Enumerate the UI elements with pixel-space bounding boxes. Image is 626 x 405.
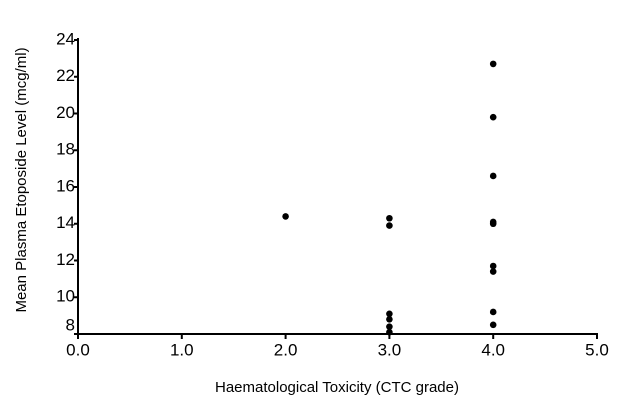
point — [386, 323, 393, 330]
x-tick-label: 2.0 — [274, 340, 298, 359]
point — [489, 268, 497, 275]
x-tick-label: 0.0 — [66, 340, 90, 359]
x-tick-label: 3.0 — [378, 340, 402, 359]
point — [489, 113, 497, 121]
x-tick-label: 4.0 — [481, 340, 505, 359]
y-tick-label: 16 — [56, 176, 75, 195]
point — [489, 308, 497, 316]
point — [386, 222, 393, 229]
y-tick-label: 20 — [56, 103, 75, 122]
point — [386, 316, 393, 323]
point — [489, 321, 497, 329]
point — [386, 214, 393, 222]
point — [489, 60, 497, 68]
y-tick-label: 22 — [56, 66, 75, 85]
y-tick-label: 14 — [56, 213, 75, 232]
y-tick-label: 8 — [66, 315, 75, 334]
point — [489, 262, 497, 270]
x-tick-label: 1.0 — [170, 340, 194, 359]
y-tick-label: 18 — [56, 140, 75, 159]
x-tick-label: 5.0 — [585, 340, 609, 359]
x-axis-label: Haematological Toxicity (CTC grade) — [215, 379, 459, 396]
y-tick-label: 10 — [56, 287, 75, 306]
point — [282, 213, 289, 220]
y-tick-label: 12 — [56, 250, 75, 269]
point — [489, 172, 497, 180]
point — [386, 310, 393, 318]
point — [386, 328, 393, 336]
point — [489, 220, 497, 228]
y-tick-label: 24 — [56, 29, 75, 48]
y-axis-label: Mean Plasma Etoposide Level (mcg/ml) — [13, 47, 30, 312]
